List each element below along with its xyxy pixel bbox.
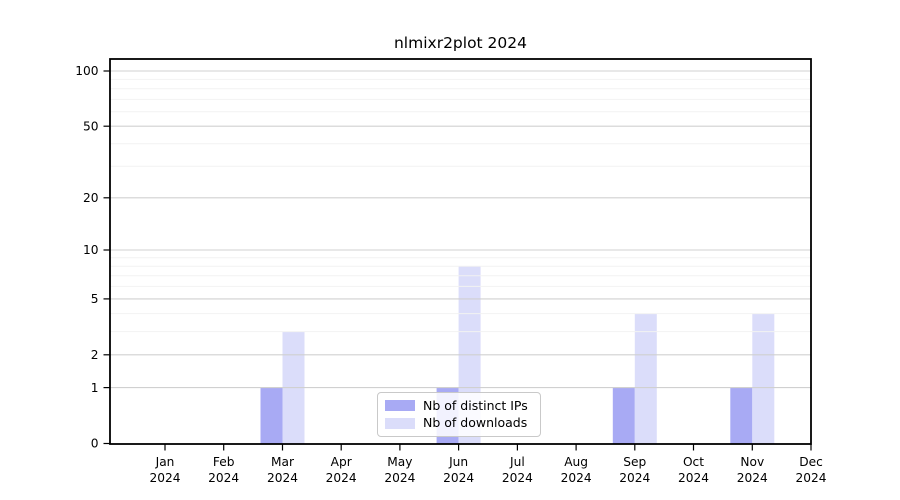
x-tick-label-month: Feb bbox=[213, 455, 235, 469]
chart-legend: Nb of distinct IPs Nb of downloads bbox=[377, 392, 541, 437]
y-tick-label: 5 bbox=[91, 292, 99, 306]
legend-label-downloads: Nb of downloads bbox=[423, 414, 528, 430]
x-tick-label-year: 2024 bbox=[502, 471, 533, 485]
y-tick-label: 20 bbox=[83, 191, 99, 205]
x-tick-label-month: Sep bbox=[623, 455, 646, 469]
x-tick-label-month: Mar bbox=[271, 455, 295, 469]
x-tick-label-month: Nov bbox=[740, 455, 764, 469]
bar-downloads bbox=[634, 313, 657, 444]
x-tick-label-month: Aug bbox=[564, 455, 588, 469]
plot-border bbox=[109, 58, 812, 445]
y-tick-label: 50 bbox=[83, 119, 99, 133]
legend-label-distinct-ips: Nb of distinct IPs bbox=[423, 397, 528, 413]
legend-swatch-distinct-ips bbox=[385, 400, 415, 412]
chart-title: nlmixr2plot 2024 bbox=[393, 34, 528, 52]
bar-distinct-ips bbox=[730, 387, 753, 444]
x-tick-label-month: Jul bbox=[509, 455, 525, 469]
y-tick-label: 100 bbox=[75, 64, 98, 78]
x-tick-label-year: 2024 bbox=[326, 471, 357, 485]
legend-item-distinct-ips: Nb of distinct IPs bbox=[385, 397, 534, 413]
legend-swatch-downloads bbox=[385, 417, 415, 429]
y-tick-label: 2 bbox=[91, 348, 99, 362]
bar-distinct-ips bbox=[260, 387, 283, 444]
y-tick-label: 1 bbox=[91, 381, 99, 395]
bar-downloads bbox=[752, 313, 775, 444]
legend-item-downloads: Nb of downloads bbox=[385, 414, 534, 430]
y-tick-label: 10 bbox=[83, 243, 99, 257]
y-tick-label: 0 bbox=[91, 437, 99, 451]
x-tick-label-year: 2024 bbox=[149, 471, 180, 485]
x-tick-label-year: 2024 bbox=[443, 471, 474, 485]
x-tick-label-month: May bbox=[387, 455, 412, 469]
x-tick-label-month: Dec bbox=[799, 455, 823, 469]
x-tick-label-month: Oct bbox=[683, 455, 704, 469]
x-tick-label-year: 2024 bbox=[795, 471, 826, 485]
bar-distinct-ips bbox=[612, 387, 635, 444]
x-tick-label-year: 2024 bbox=[208, 471, 239, 485]
x-tick-label-year: 2024 bbox=[267, 471, 298, 485]
x-tick-label-year: 2024 bbox=[678, 471, 709, 485]
x-tick-label-year: 2024 bbox=[384, 471, 415, 485]
x-tick-label-year: 2024 bbox=[737, 471, 768, 485]
x-tick-label-month: Jan bbox=[155, 455, 175, 469]
x-tick-label-month: Jun bbox=[448, 455, 468, 469]
x-tick-label-year: 2024 bbox=[619, 471, 650, 485]
x-tick-label-month: Apr bbox=[331, 455, 353, 469]
x-tick-label-year: 2024 bbox=[561, 471, 592, 485]
